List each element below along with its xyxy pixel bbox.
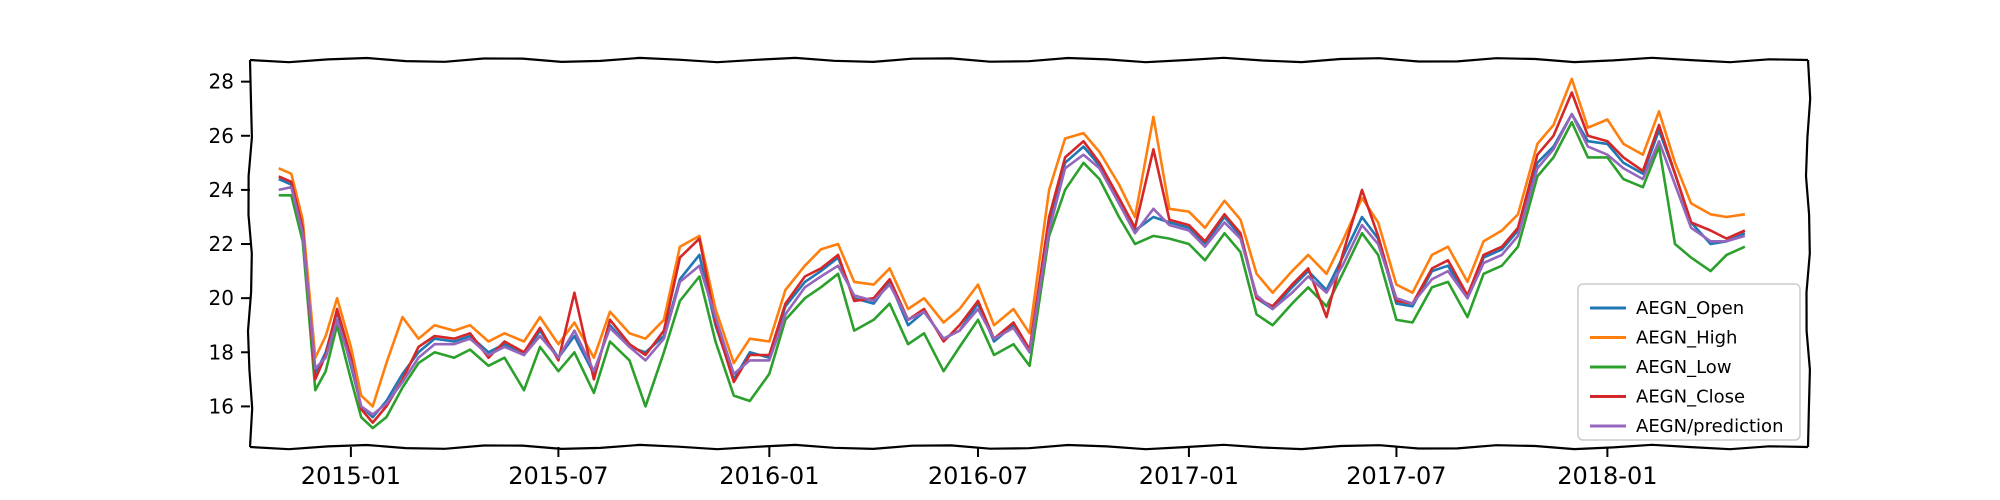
series-line-aegn-close — [278, 91, 1746, 424]
x-tick-label: 2017-07 — [1346, 462, 1446, 490]
y-tick-label: 28 — [209, 70, 234, 94]
x-tick-label: 2017-01 — [1139, 462, 1239, 490]
series-line-aegn-prediction — [278, 112, 1746, 416]
y-axis: 16 18 20 22 24 26 28 — [209, 70, 250, 418]
frame-left — [246, 59, 254, 448]
series-line-aegn-open — [278, 112, 1746, 419]
y-tick-label: 24 — [209, 178, 234, 202]
x-tick-label: 2016-07 — [928, 462, 1028, 490]
x-tick-label: 2016-01 — [719, 462, 819, 490]
frame-bottom — [249, 443, 1809, 451]
y-tick-label: 16 — [209, 394, 234, 418]
series-layer — [278, 77, 1746, 430]
legend-label: AEGN_Low — [1636, 357, 1732, 378]
x-tick-label: 2015-07 — [508, 462, 608, 490]
x-axis: 2015-01 2015-07 2016-01 2016-07 2017-01 2017-… — [301, 447, 1658, 490]
series-line-aegn-low — [278, 120, 1746, 430]
frame-top — [249, 56, 1809, 64]
legend-box — [1577, 283, 1801, 441]
x-tick-label: 2015-01 — [301, 462, 401, 490]
legend-label: AEGN_High — [1636, 328, 1737, 349]
legend-label: AEGN_Open — [1636, 298, 1744, 319]
legend-label: AEGN/prediction — [1636, 416, 1783, 437]
y-tick-label: 20 — [209, 286, 234, 310]
y-tick-label: 18 — [209, 340, 234, 364]
legend: AEGN_Open AEGN_High AEGN_Low AEGN_Close AEGN… — [1577, 283, 1801, 441]
x-tick-label: 2018-01 — [1557, 462, 1657, 490]
frame-right — [1804, 59, 1812, 448]
legend-label: AEGN_Close — [1636, 387, 1745, 408]
y-tick-label: 26 — [209, 124, 234, 148]
y-tick-label: 22 — [209, 232, 234, 256]
series-line-aegn-high — [278, 77, 1746, 408]
axes-frame — [246, 56, 1812, 451]
